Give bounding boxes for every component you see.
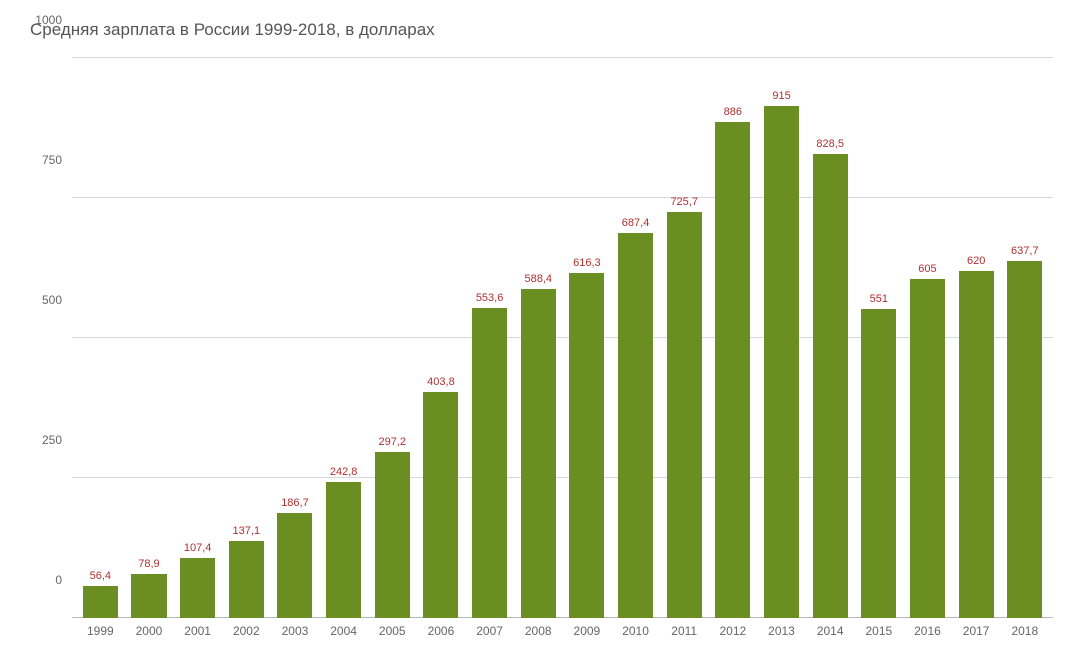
x-tick-label: 2014 [806, 624, 855, 638]
bar-value-label: 297,2 [379, 436, 407, 448]
x-tick-label: 2013 [757, 624, 806, 638]
bar-value-label: 551 [870, 293, 888, 305]
bar-column: 107,4 [173, 58, 222, 618]
plot-area: 56,4 78,9 107,4 137,1 186,7 242,8 297,2 403,8 55… [72, 58, 1053, 618]
x-tick-label: 2017 [952, 624, 1001, 638]
x-axis: 1999200020012002200320042005200620072008… [72, 618, 1053, 638]
x-tick-label: 2004 [319, 624, 368, 638]
bar-column: 553,6 [465, 58, 514, 618]
bar-value-label: 915 [772, 90, 790, 102]
bar-column: 886 [709, 58, 758, 618]
bar-value-label: 725,7 [670, 196, 698, 208]
bar-column: 687,4 [611, 58, 660, 618]
x-tick-label: 2001 [173, 624, 222, 638]
bar [472, 308, 507, 618]
bar-column: 56,4 [76, 58, 125, 618]
x-tick-label: 2000 [125, 624, 174, 638]
bar-value-label: 616,3 [573, 257, 601, 269]
bar-column: 551 [855, 58, 904, 618]
bar-column: 78,9 [125, 58, 174, 618]
bar-column: 915 [757, 58, 806, 618]
bar [131, 574, 166, 618]
bar [326, 482, 361, 618]
x-tick-label: 2006 [417, 624, 466, 638]
x-tick-label: 2005 [368, 624, 417, 638]
y-tick-label: 0 [55, 573, 62, 587]
bar [764, 106, 799, 618]
bar [618, 233, 653, 618]
x-tick-label: 2012 [709, 624, 758, 638]
x-tick-label: 2018 [1000, 624, 1049, 638]
bar-column: 616,3 [563, 58, 612, 618]
bar-column: 242,8 [319, 58, 368, 618]
bar-value-label: 56,4 [90, 570, 111, 582]
bar-column: 186,7 [271, 58, 320, 618]
bar-value-label: 186,7 [281, 497, 309, 509]
salary-chart: Средняя зарплата в России 1999-2018, в д… [30, 20, 1053, 638]
y-tick-label: 750 [42, 153, 62, 167]
bar-value-label: 78,9 [138, 558, 159, 570]
bar [910, 279, 945, 618]
bar-column: 137,1 [222, 58, 271, 618]
bar-value-label: 687,4 [622, 217, 650, 229]
bar-column: 620 [952, 58, 1001, 618]
bar-value-label: 107,4 [184, 542, 212, 554]
bar-value-label: 620 [967, 255, 985, 267]
x-tick-label: 2016 [903, 624, 952, 638]
bar [521, 289, 556, 619]
bar-column: 297,2 [368, 58, 417, 618]
bar-value-label: 605 [918, 263, 936, 275]
bar [277, 513, 312, 618]
bar [959, 271, 994, 618]
x-tick-label: 2002 [222, 624, 271, 638]
bars-container: 56,4 78,9 107,4 137,1 186,7 242,8 297,2 403,8 55… [72, 58, 1053, 618]
bar-column: 403,8 [417, 58, 466, 618]
bar-value-label: 828,5 [816, 138, 844, 150]
bar-value-label: 637,7 [1011, 245, 1039, 257]
x-tick-label: 2008 [514, 624, 563, 638]
bar-column: 588,4 [514, 58, 563, 618]
bar [861, 309, 896, 618]
bar-column: 725,7 [660, 58, 709, 618]
x-tick-label: 1999 [76, 624, 125, 638]
bar [1007, 261, 1042, 618]
x-tick-label: 2011 [660, 624, 709, 638]
y-axis: 02505007501000 [30, 20, 68, 580]
y-tick-label: 250 [42, 433, 62, 447]
x-tick-label: 2010 [611, 624, 660, 638]
bar-value-label: 553,6 [476, 292, 504, 304]
bar-value-label: 403,8 [427, 376, 455, 388]
x-tick-label: 2003 [271, 624, 320, 638]
bar-column: 637,7 [1000, 58, 1049, 618]
bar-value-label: 242,8 [330, 466, 358, 478]
bar-column: 828,5 [806, 58, 855, 618]
bar-value-label: 886 [724, 106, 742, 118]
bar-value-label: 137,1 [233, 525, 261, 537]
bar [83, 586, 118, 618]
chart-title: Средняя зарплата в России 1999-2018, в д… [30, 20, 1053, 40]
x-tick-label: 2009 [563, 624, 612, 638]
bar [813, 154, 848, 618]
y-tick-label: 1000 [35, 13, 62, 27]
bar [229, 541, 264, 618]
bar [375, 452, 410, 618]
bar [180, 558, 215, 618]
bar-value-label: 588,4 [524, 273, 552, 285]
bar [569, 273, 604, 618]
bar [423, 392, 458, 618]
bar [667, 212, 702, 618]
x-tick-label: 2007 [465, 624, 514, 638]
y-tick-label: 500 [42, 293, 62, 307]
x-tick-label: 2015 [855, 624, 904, 638]
bar-column: 605 [903, 58, 952, 618]
bar [715, 122, 750, 618]
